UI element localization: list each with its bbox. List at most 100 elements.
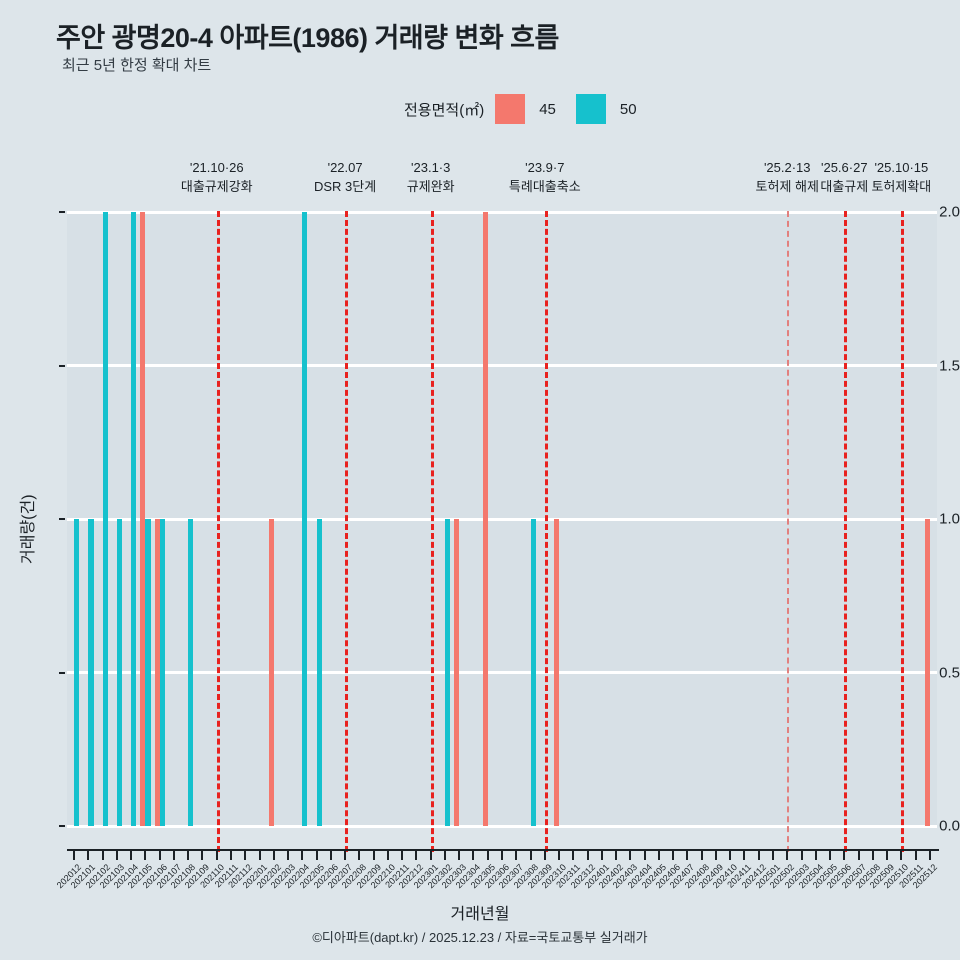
legend-label-50: 50: [619, 100, 637, 118]
legend-label-45: 45: [539, 100, 556, 118]
event-annotation-text: 특례대출축소: [508, 179, 581, 194]
bar[interactable]: [102, 212, 108, 826]
x-tick-mark: [73, 851, 76, 860]
x-tick-mark: [201, 851, 204, 860]
x-tick-mark: [629, 851, 632, 860]
bar[interactable]: [454, 519, 460, 826]
x-tick-mark: [558, 851, 561, 860]
bar[interactable]: [74, 519, 80, 826]
x-tick-mark: [429, 851, 432, 860]
x-tick-mark: [900, 851, 903, 860]
x-tick-mark: [115, 851, 118, 860]
event-annotation: '25.2·13 토허제 해제: [756, 158, 819, 196]
event-annotation: '23.1·3 규제완화: [407, 158, 455, 196]
event-marker-line: [345, 211, 349, 852]
event-annotation-date: '22.07: [327, 160, 363, 175]
y-tick-label: 0.5: [939, 664, 960, 681]
event-marker-line: [216, 211, 220, 852]
bar[interactable]: [553, 519, 560, 826]
x-tick-mark: [843, 851, 846, 860]
x-tick-mark: [672, 851, 675, 860]
x-tick-mark: [786, 851, 789, 860]
bar[interactable]: [131, 212, 137, 826]
x-tick-mark: [372, 851, 375, 860]
gridline: [67, 364, 937, 367]
x-tick-mark: [928, 851, 931, 860]
page-subtitle: 최근 5년 한정 확대 차트: [62, 57, 212, 74]
x-tick-mark: [415, 851, 418, 860]
bar[interactable]: [482, 212, 488, 826]
x-tick-mark: [215, 851, 218, 860]
bar[interactable]: [116, 519, 123, 826]
event-annotation: '25.6·27 대출규제: [820, 158, 868, 196]
y-tick-label: 2.0: [939, 203, 960, 221]
x-tick-mark: [643, 851, 646, 860]
event-annotation: '25.10·15 토허제확대: [871, 158, 931, 196]
y-tick-mark: [59, 671, 65, 674]
event-annotation-date: '25.10·15: [874, 160, 929, 175]
x-tick-mark: [358, 851, 361, 860]
gridline: [67, 517, 937, 521]
gridline: [67, 824, 937, 828]
bar[interactable]: [444, 519, 451, 826]
x-tick-mark: [144, 851, 147, 860]
x-tick-mark: [172, 851, 175, 860]
bar[interactable]: [530, 519, 536, 826]
bar[interactable]: [88, 519, 94, 826]
y-tick-mark: [59, 518, 65, 520]
x-tick-mark: [886, 851, 889, 860]
event-annotation-text: 대출규제: [820, 179, 869, 194]
x-tick-mark: [230, 851, 233, 860]
y-tick-mark: [59, 825, 65, 827]
bar[interactable]: [188, 519, 194, 826]
event-annotation-date: '21.10·26: [189, 160, 244, 175]
x-tick-mark: [272, 851, 275, 860]
bar[interactable]: [268, 519, 274, 826]
x-tick-mark: [600, 851, 603, 860]
x-tick-mark: [472, 851, 475, 860]
plot-area: [67, 210, 937, 852]
event-annotation: '22.07 DSR 3단계: [314, 158, 376, 196]
x-tick-mark: [543, 851, 546, 860]
bar[interactable]: [154, 519, 160, 826]
y-tick-mark: [59, 211, 65, 213]
x-tick-mark: [515, 851, 518, 860]
x-tick-mark: [287, 851, 290, 860]
event-annotation-text: 토허제 해제: [755, 179, 819, 194]
x-tick-mark: [301, 851, 304, 860]
x-tick-mark: [187, 851, 190, 860]
y-tick-label: 0.0: [939, 817, 960, 835]
x-tick-mark: [130, 851, 133, 860]
x-tick-mark: [829, 851, 832, 860]
x-tick-mark: [329, 851, 332, 860]
x-tick-mark: [529, 851, 532, 860]
gridline: [67, 671, 937, 674]
event-marker-line: [544, 211, 548, 852]
event-marker-line: [430, 211, 434, 852]
x-tick-mark: [344, 851, 347, 860]
x-tick-mark: [615, 851, 618, 860]
x-tick-mark: [258, 851, 261, 860]
x-tick-mark: [857, 851, 860, 860]
bar[interactable]: [316, 519, 322, 826]
x-tick-mark: [771, 851, 774, 860]
x-tick-mark: [714, 851, 717, 860]
bar[interactable]: [140, 212, 146, 826]
bar[interactable]: [159, 519, 165, 826]
event-marker-line: [787, 211, 790, 852]
bar[interactable]: [145, 519, 151, 826]
event-marker-line: [844, 211, 848, 852]
x-tick-mark: [386, 851, 389, 860]
x-tick-mark: [700, 851, 703, 860]
legend-title: 전용면적(㎡): [404, 101, 485, 119]
x-tick-mark: [486, 851, 489, 860]
x-tick-mark: [101, 851, 104, 860]
event-annotation-text: DSR 3단계: [314, 179, 377, 194]
legend-swatch-45: [495, 94, 526, 124]
legend-item-50[interactable]: 50: [575, 94, 651, 124]
page-title: 주안 광명20-4 아파트(1986) 거래량 변화 흐름: [56, 23, 559, 53]
bar[interactable]: [302, 212, 308, 826]
x-tick-mark: [501, 851, 503, 860]
legend-item-45[interactable]: 45: [495, 94, 570, 124]
bar[interactable]: [924, 519, 930, 826]
